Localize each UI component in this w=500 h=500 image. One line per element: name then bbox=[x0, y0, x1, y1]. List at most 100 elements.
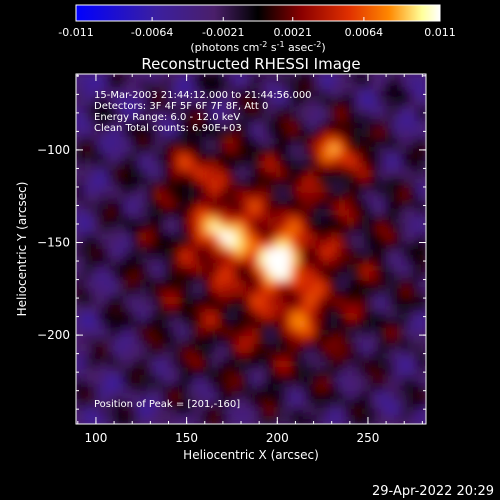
heatmap-cell bbox=[322, 200, 332, 210]
heatmap-cell bbox=[242, 248, 252, 258]
heatmap-cell bbox=[345, 312, 355, 322]
heatmap-cell bbox=[345, 336, 355, 345]
heatmap-cell bbox=[290, 336, 300, 345]
heatmap-cell bbox=[369, 328, 379, 337]
heatmap-cell bbox=[131, 137, 141, 147]
heatmap-cell bbox=[178, 200, 188, 210]
heatmap-cell bbox=[155, 280, 164, 290]
heatmap-cell bbox=[194, 399, 204, 409]
heatmap-cell bbox=[83, 176, 93, 186]
heatmap-cell bbox=[186, 129, 196, 139]
heatmap-cell bbox=[170, 280, 180, 290]
heatmap-cell bbox=[99, 161, 109, 170]
heatmap-cell bbox=[226, 81, 236, 91]
heatmap-cell bbox=[282, 328, 292, 337]
heatmap-cell bbox=[218, 105, 228, 115]
heatmap-cell bbox=[385, 105, 395, 115]
heatmap-cell bbox=[409, 192, 419, 202]
heatmap-cell bbox=[266, 367, 276, 377]
heatmap-cell bbox=[147, 129, 157, 139]
heatmap-cell bbox=[330, 280, 339, 290]
heatmap-cell bbox=[409, 383, 419, 393]
heatmap-cell bbox=[115, 288, 125, 298]
heatmap-cell bbox=[401, 89, 411, 99]
heatmap-cell bbox=[210, 407, 220, 417]
heatmap-cell bbox=[258, 161, 268, 170]
heatmap-cell bbox=[385, 367, 395, 377]
heatmap-cell bbox=[258, 113, 268, 123]
heatmap-cell bbox=[234, 97, 244, 107]
heatmap-cell bbox=[401, 161, 411, 170]
heatmap-cell bbox=[163, 89, 172, 99]
heatmap-cell bbox=[338, 375, 347, 385]
heatmap-cell bbox=[170, 184, 180, 194]
heatmap-cell bbox=[377, 304, 387, 314]
heatmap-cell bbox=[226, 320, 236, 330]
heatmap-cell bbox=[210, 200, 220, 210]
heatmap-cell bbox=[369, 137, 379, 147]
heatmap-cell bbox=[345, 161, 355, 170]
heatmap-cell bbox=[218, 129, 228, 139]
heatmap-cell bbox=[377, 264, 387, 274]
heatmap-cell bbox=[155, 184, 164, 194]
heatmap-cell bbox=[274, 415, 284, 424]
heatmap-cell bbox=[250, 375, 260, 385]
heatmap-cell bbox=[76, 351, 85, 361]
heatmap-cell bbox=[234, 161, 244, 170]
heatmap-cell bbox=[131, 415, 141, 424]
heatmap-cell bbox=[274, 328, 284, 337]
heatmap-cell bbox=[345, 328, 355, 337]
heatmap-cell bbox=[314, 351, 324, 361]
heatmap-cell bbox=[250, 383, 260, 393]
heatmap-cell bbox=[345, 224, 355, 234]
heatmap-cell bbox=[99, 176, 109, 186]
heatmap-cell bbox=[322, 272, 332, 282]
heatmap-cell bbox=[139, 97, 149, 107]
heatmap-cell bbox=[139, 81, 149, 91]
heatmap-cell bbox=[345, 192, 355, 202]
heatmap-cell bbox=[338, 336, 347, 345]
heatmap-cell bbox=[170, 256, 180, 266]
heatmap-cell bbox=[361, 129, 371, 139]
heatmap-cell bbox=[250, 415, 260, 424]
heatmap-cell bbox=[266, 248, 276, 258]
heatmap-cell bbox=[409, 328, 419, 337]
heatmap-cell bbox=[353, 121, 363, 131]
heatmap-cell bbox=[107, 248, 117, 258]
heatmap-cell bbox=[218, 320, 228, 330]
heatmap-cell bbox=[330, 240, 339, 250]
heatmap-cell bbox=[107, 161, 117, 170]
heatmap-cell bbox=[417, 168, 426, 178]
heatmap-cell bbox=[393, 248, 403, 258]
heatmap-cell bbox=[107, 81, 117, 91]
heatmap-cell bbox=[147, 232, 157, 242]
heatmap-cell bbox=[306, 129, 316, 139]
heatmap-cell bbox=[266, 184, 276, 194]
heatmap-cell bbox=[170, 367, 180, 377]
heatmap-cell bbox=[385, 74, 395, 83]
heatmap-cell bbox=[131, 208, 141, 218]
heatmap-cell bbox=[250, 208, 260, 218]
heatmap-cell bbox=[226, 256, 236, 266]
x-tick-label: 250 bbox=[357, 431, 380, 445]
heatmap-cell bbox=[186, 296, 196, 306]
heatmap-cell bbox=[83, 113, 93, 123]
heatmap-cell bbox=[226, 304, 236, 314]
heatmap-cell bbox=[115, 97, 125, 107]
heatmap-cell bbox=[186, 256, 196, 266]
heatmap-cell bbox=[361, 264, 371, 274]
heatmap-cell bbox=[242, 336, 252, 345]
heatmap-cell bbox=[290, 351, 300, 361]
heatmap-cell bbox=[401, 176, 411, 186]
heatmap-cell bbox=[83, 264, 93, 274]
heatmap-cell bbox=[218, 74, 228, 83]
heatmap-cell bbox=[290, 176, 300, 186]
heatmap-cell bbox=[210, 216, 220, 226]
heatmap-cell bbox=[258, 121, 268, 131]
heatmap-cell bbox=[314, 415, 324, 424]
heatmap-cell bbox=[377, 280, 387, 290]
heatmap-cell bbox=[226, 240, 236, 250]
heatmap-cell bbox=[338, 248, 347, 258]
heatmap-cell bbox=[274, 288, 284, 298]
heatmap-cell bbox=[306, 343, 316, 353]
